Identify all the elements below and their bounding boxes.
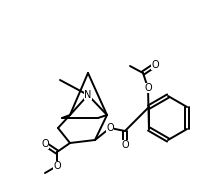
Text: O: O xyxy=(106,123,114,133)
Text: O: O xyxy=(121,140,129,150)
Text: O: O xyxy=(53,161,61,171)
Text: O: O xyxy=(151,60,159,70)
Text: O: O xyxy=(144,83,152,93)
Text: N: N xyxy=(84,90,92,100)
Text: O: O xyxy=(41,139,49,149)
